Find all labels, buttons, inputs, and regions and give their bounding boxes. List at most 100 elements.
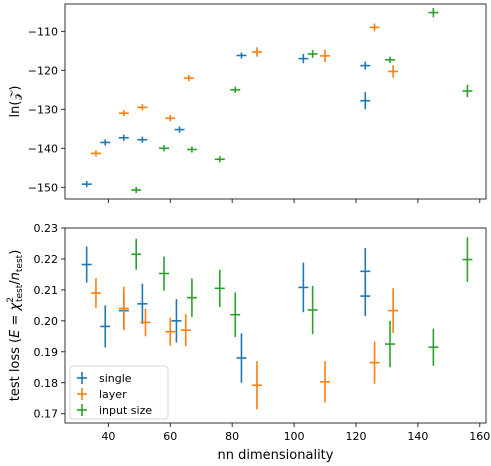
top-point-layer	[90, 150, 101, 157]
bottom-point-input-size	[462, 237, 473, 282]
bottom-point-single	[137, 283, 148, 324]
top-point-single	[100, 139, 111, 146]
ylabel-post: )	[8, 250, 23, 255]
bottom-point-single	[171, 299, 182, 343]
top-point-input-size	[385, 56, 396, 63]
top-point-layer	[165, 115, 176, 122]
top-point-layer	[251, 47, 262, 57]
bottom-y-tick-label: 0.21	[34, 284, 59, 297]
bottom-x-tick-label: 160	[469, 430, 490, 443]
bottom-point-layer	[140, 308, 151, 337]
bottom-point-single	[360, 275, 371, 317]
legend-label-single: single	[99, 372, 132, 385]
top-plot-frame	[64, 3, 487, 200]
legend-box	[69, 365, 169, 420]
bottom-x-tick-label: 120	[345, 430, 366, 443]
bottom-y-axis-label: test loss (E = χ2test/ntest)	[6, 250, 25, 402]
top-y-tick-label: −110	[28, 25, 58, 38]
top-point-input-size	[214, 156, 225, 163]
bottom-x-tick-label: 60	[163, 430, 177, 443]
bottom-point-layer	[369, 341, 380, 384]
bottom-point-single	[298, 262, 309, 313]
bottom-x-axis-label: nn dimensionality	[218, 448, 334, 463]
ylabel-n: n	[8, 272, 23, 280]
ylabel-e: E	[8, 329, 23, 338]
bottom-y-tick-label: 0.23	[34, 222, 59, 235]
bottom-point-layer	[90, 278, 101, 308]
bottom-point-input-size	[159, 256, 170, 291]
bottom-point-single	[236, 333, 247, 383]
bottom-point-layer	[251, 361, 262, 410]
bottom-point-input-size	[428, 328, 439, 366]
top-point-input-size	[186, 146, 197, 153]
ylabel-slash: /	[8, 280, 23, 285]
top-point-single	[360, 61, 371, 70]
top-point-single	[137, 136, 148, 143]
top-point-input-size	[307, 50, 318, 58]
top-point-input-size	[428, 7, 439, 18]
bottom-point-input-size	[214, 269, 225, 307]
bottom-x-tick-label: 100	[284, 430, 305, 443]
bottom-y-tick-label: 0.22	[34, 253, 59, 266]
top-y-tick-label: −130	[28, 103, 58, 116]
top-data-marks	[81, 7, 473, 194]
bottom-point-single	[81, 246, 92, 283]
top-point-layer	[369, 23, 380, 32]
top-point-input-size	[159, 145, 170, 152]
bottom-data-marks	[81, 237, 473, 410]
bottom-y-tick-label: 0.19	[34, 346, 59, 359]
bottom-point-input-size	[307, 285, 318, 335]
bottom-point-input-size	[385, 320, 396, 368]
top-panel-lnz: −150 −140 −130 −120 −110 ln(𝒵)	[8, 3, 487, 203]
legend-label-input-size: input size	[99, 404, 152, 417]
bottom-point-input-size	[230, 292, 241, 337]
bottom-point-layer	[165, 317, 176, 346]
bottom-point-layer	[320, 361, 331, 403]
top-point-layer	[388, 65, 399, 78]
bottom-point-input-size	[186, 278, 197, 317]
bottom-point-layer	[118, 286, 129, 331]
ylabel-n-sub: test	[15, 254, 25, 272]
top-point-layer	[137, 104, 148, 111]
top-point-single	[81, 181, 92, 188]
top-point-input-size	[131, 186, 142, 194]
top-y-axis-label-text: ln(𝒵)	[8, 86, 23, 118]
top-y-tick-label: −150	[28, 181, 58, 194]
top-point-single	[360, 92, 371, 110]
top-point-single	[174, 126, 185, 133]
top-axis-ticks: −150 −140 −130 −120 −110	[28, 25, 481, 203]
bottom-y-tick-label: 0.20	[34, 315, 59, 328]
legend-item-input-size: input size	[77, 404, 152, 417]
bottom-axis-ticks: 40 60 80 100 120 140 160 0.17 0.18 0.19 0.20 0.21 0.…	[34, 222, 491, 443]
top-point-single	[236, 52, 247, 59]
ylabel-chi-sub: test	[15, 284, 25, 302]
legend: single layer input size	[69, 365, 169, 420]
ylabel-chi: χ	[8, 301, 23, 311]
bottom-panel-test-loss: 40 60 80 100 120 140 160 0.17 0.18 0.19 0.20 0.21 0.…	[6, 222, 491, 463]
top-point-input-size	[230, 86, 241, 93]
bottom-plot-frame	[64, 227, 487, 424]
legend-label-layer: layer	[99, 388, 127, 401]
bottom-y-tick-label: 0.17	[34, 408, 59, 421]
top-point-layer	[320, 49, 331, 63]
top-point-input-size	[462, 84, 473, 98]
ylabel-eq: =	[8, 310, 23, 329]
ylabel-chi-sup: 2	[6, 297, 16, 303]
top-y-axis-label: ln(𝒵)	[8, 86, 23, 118]
top-point-single	[118, 134, 129, 141]
legend-item-single: single	[77, 372, 132, 385]
bottom-x-tick-label: 40	[101, 430, 115, 443]
bottom-point-layer	[180, 314, 191, 347]
bottom-y-tick-label: 0.18	[34, 377, 59, 390]
top-y-tick-label: −120	[28, 64, 58, 77]
bottom-point-single	[100, 305, 111, 348]
top-point-layer	[118, 110, 129, 117]
bottom-point-input-size	[131, 238, 142, 270]
bottom-point-layer	[388, 288, 399, 333]
bottom-x-tick-label: 80	[225, 430, 239, 443]
top-y-tick-label: −140	[28, 142, 58, 155]
top-plot-area	[65, 4, 486, 199]
top-point-single	[298, 53, 309, 64]
bottom-x-tick-label: 140	[407, 430, 428, 443]
